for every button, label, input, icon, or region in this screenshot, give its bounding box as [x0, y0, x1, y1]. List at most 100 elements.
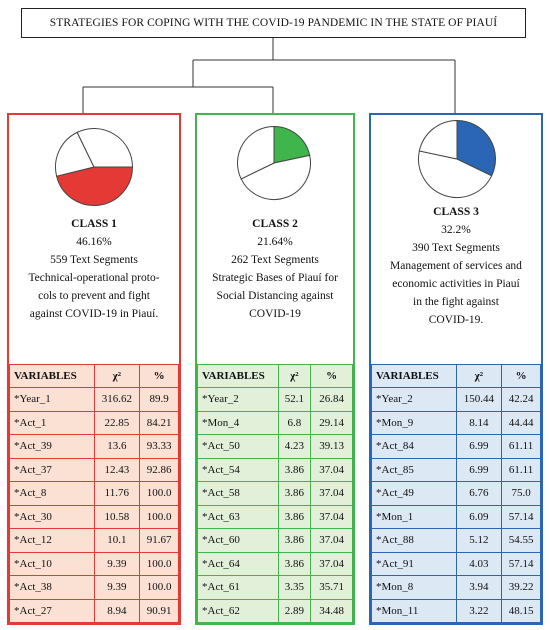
variable-cell: *Act_84 — [371, 434, 457, 459]
variable-cell: *Act_85 — [371, 457, 457, 482]
percent-cell: 39.13 — [310, 434, 353, 459]
class-3-panel: CLASS 3 32.2% 390 Text Segments Manageme… — [369, 113, 543, 625]
class-3-name: CLASS 3 — [433, 206, 479, 218]
variable-cell: *Act_63 — [197, 504, 279, 529]
variable-cell: *Act_39 — [9, 434, 95, 459]
chi-square-cell: 6.76 — [455, 481, 503, 506]
pie-slice — [76, 128, 134, 168]
class-3-desc-line: COVID-19. — [428, 314, 484, 326]
class-1-table: VARIABLES χ²% *Year_1 316.62 89.9 *Act_1 22.85… — [9, 363, 179, 624]
chi-square-cell: 10.58 — [93, 504, 141, 529]
percent-cell: 100.0 — [139, 504, 179, 529]
chi-square-cell: 6.99 — [455, 434, 503, 459]
percent-header: % — [501, 363, 541, 388]
table-row: *Year_2 150.44 42.24 — [371, 387, 541, 412]
class-2-desc-line: Social Distancing against — [216, 290, 334, 302]
class-3-pie — [418, 119, 496, 198]
percent-cell: 92.86 — [139, 457, 179, 482]
variable-cell: *Act_37 — [9, 457, 95, 482]
variable-cell: *Act_30 — [9, 504, 95, 529]
variable-cell: *Act_38 — [9, 575, 95, 600]
chi-square-cell: 13.6 — [93, 434, 141, 459]
pie-slice-highlight — [56, 166, 134, 206]
chi-square-cell: 4.03 — [455, 551, 503, 576]
chi-square-cell: 3.86 — [277, 481, 312, 506]
variable-cell: *Act_91 — [371, 551, 457, 576]
variable-cell: *Mon_1 — [371, 504, 457, 529]
chi-square-header: χ² — [277, 363, 312, 388]
variable-cell: *Act_88 — [371, 528, 457, 553]
chi-square-cell: 9.39 — [93, 551, 141, 576]
variables-header: VARIABLES — [197, 363, 279, 388]
chi-square-cell: 3.22 — [455, 598, 503, 623]
pie-slice — [55, 131, 95, 177]
percent-cell: 37.04 — [310, 528, 353, 553]
variable-cell: *Act_58 — [197, 481, 279, 506]
table-row: *Act_30 10.58 100.0 — [9, 504, 179, 529]
variable-cell: *Act_10 — [9, 551, 95, 576]
variable-cell: *Act_50 — [197, 434, 279, 459]
variable-cell: *Year_1 — [9, 387, 95, 412]
class-1-desc-line: against COVID-19 in Piauí. — [29, 308, 159, 320]
chi-square-cell: 3.86 — [277, 528, 312, 553]
class-1-pie — [55, 128, 134, 206]
table-row: *Act_61 3.35 35.71 — [197, 575, 353, 600]
variable-cell: *Mon_8 — [371, 575, 457, 600]
percent-cell: 90.91 — [139, 598, 179, 623]
percent-cell: 100.0 — [139, 575, 179, 600]
class-3-desc-line: in the fight against — [413, 296, 499, 308]
pie-slice-highlight — [456, 119, 496, 177]
table-row: *Act_62 2.89 34.48 — [197, 598, 353, 623]
class-2-panel: CLASS 2 21.64% 262 Text Segments Strateg… — [195, 113, 355, 625]
table-row: *Mon_8 3.94 39.22 — [371, 575, 541, 600]
variable-cell: *Act_61 — [197, 575, 279, 600]
variable-cell: *Act_62 — [197, 598, 279, 623]
class-2-desc-line: Strategic Bases of Piauí for — [212, 272, 338, 284]
variables-header: VARIABLES — [9, 363, 95, 388]
variable-cell: *Mon_11 — [371, 598, 457, 623]
table-row: *Act_85 6.99 61.11 — [371, 457, 541, 482]
variable-cell: *Act_1 — [9, 410, 95, 435]
chi-square-header: χ² — [93, 363, 141, 388]
class-1-desc-line: Technical-operational proto- — [28, 272, 160, 284]
class-2-info: CLASS 2 21.64% 262 Text Segments Strateg… — [197, 215, 353, 323]
table-row: *Act_64 3.86 37.04 — [197, 551, 353, 576]
table-row: *Act_10 9.39 100.0 — [9, 551, 179, 576]
variable-cell: *Act_8 — [9, 481, 95, 506]
chi-square-cell: 8.14 — [455, 410, 503, 435]
class-1-info: CLASS 1 46.16% 559 Text Segments Technic… — [9, 215, 179, 323]
percent-cell: 100.0 — [139, 481, 179, 506]
variable-cell: *Act_60 — [197, 528, 279, 553]
percent-cell: 61.11 — [501, 434, 541, 459]
class-2-table: VARIABLES χ²% *Year_2 52.1 26.84 *Mon_4 6.8 29.… — [197, 363, 353, 624]
percent-cell: 29.14 — [310, 410, 353, 435]
table-row: *Act_63 3.86 37.04 — [197, 504, 353, 529]
class-1-panel: CLASS 1 46.16% 559 Text Segments Technic… — [7, 113, 181, 625]
chi-square-cell: 2.89 — [277, 598, 312, 623]
variable-cell: *Year_2 — [197, 387, 279, 412]
percent-cell: 37.04 — [310, 551, 353, 576]
table-row: *Year_1 316.62 89.9 — [9, 387, 179, 412]
class-1-segments: 559 Text Segments — [50, 254, 138, 266]
class-3-info: CLASS 3 32.2% 390 Text Segments Manageme… — [371, 203, 541, 329]
chi-square-cell: 6.8 — [277, 410, 312, 435]
chi-square-cell: 316.62 — [93, 387, 141, 412]
chi-square-cell: 8.94 — [93, 598, 141, 623]
table-row: *Mon_9 8.14 44.44 — [371, 410, 541, 435]
percent-cell: 35.71 — [310, 575, 353, 600]
chi-square-cell: 3.35 — [277, 575, 312, 600]
chi-square-cell: 5.12 — [455, 528, 503, 553]
table-row: *Mon_4 6.8 29.14 — [197, 410, 353, 435]
table-row: *Act_37 12.43 92.86 — [9, 457, 179, 482]
percent-cell: 42.24 — [501, 387, 541, 412]
class-3-percent: 32.2% — [441, 224, 471, 236]
percent-cell: 44.44 — [501, 410, 541, 435]
pie-slice-highlight — [273, 125, 311, 164]
table-row: *Act_27 8.94 90.91 — [9, 598, 179, 623]
percent-cell: 61.11 — [501, 457, 541, 482]
table-row: *Act_58 3.86 37.04 — [197, 481, 353, 506]
table-row: *Act_54 3.86 37.04 — [197, 457, 353, 482]
table-row: *Mon_1 6.09 57.14 — [371, 504, 541, 529]
chi-square-cell: 3.86 — [277, 457, 312, 482]
variable-cell: *Act_27 — [9, 598, 95, 623]
